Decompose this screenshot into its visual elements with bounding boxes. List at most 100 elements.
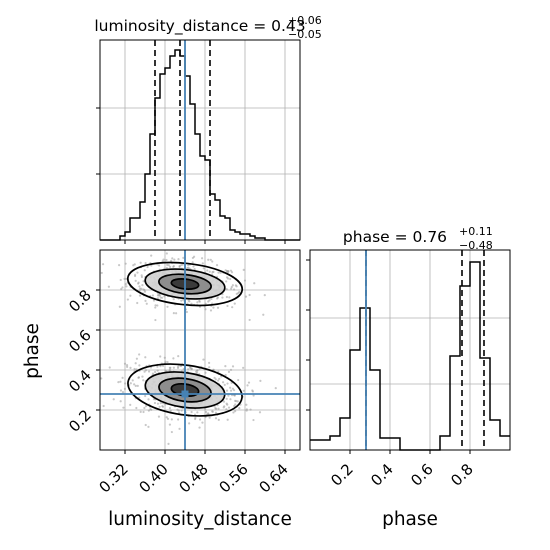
scatter-point — [204, 302, 207, 305]
scatter-point — [204, 308, 207, 311]
scatter-point — [161, 260, 164, 263]
scatter-point — [226, 270, 230, 274]
scatter-point — [143, 290, 147, 293]
scatter-point — [125, 285, 128, 288]
scatter-point — [213, 376, 216, 379]
scatter-point — [162, 364, 165, 367]
scatter-point — [134, 273, 137, 276]
scatter-point — [209, 309, 213, 312]
scatter-point — [223, 383, 226, 386]
scatter-point — [262, 313, 265, 316]
scatter-point — [119, 278, 122, 282]
scatter-point — [162, 258, 165, 261]
scatter-point — [245, 403, 248, 406]
scatter-point — [159, 402, 162, 405]
ld-x-tick-label-2: 0.48 — [175, 460, 211, 496]
scatter-point — [190, 410, 193, 414]
phase-hist-line — [310, 261, 510, 451]
scatter-point — [156, 365, 159, 368]
scatter-point — [146, 265, 149, 269]
phase-y-tick-label-2: 0.6 — [65, 326, 95, 356]
scatter-point — [251, 390, 255, 393]
scatter-point — [135, 357, 138, 360]
scatter-point — [227, 406, 231, 409]
scatter-point — [225, 280, 228, 283]
scatter-point — [178, 265, 181, 268]
scatter-point — [237, 378, 240, 382]
scatter-point — [123, 277, 126, 280]
ld-title-sub: −0.05 — [288, 28, 322, 41]
phase-y-tick-label-1: 0.4 — [65, 366, 95, 396]
scatter-point — [138, 396, 141, 399]
scatter-point — [194, 370, 198, 373]
scatter-point — [178, 427, 181, 430]
scatter-point — [125, 277, 128, 280]
scatter-point — [253, 282, 256, 285]
scatter-point — [234, 410, 237, 413]
scatter-point — [144, 404, 148, 408]
scatter-point — [215, 264, 219, 267]
scatter-point — [138, 294, 142, 297]
scatter-point — [188, 422, 191, 425]
scatter-point — [144, 394, 147, 398]
scatter-point — [124, 283, 127, 286]
scatter-point — [129, 366, 132, 369]
scatter-point — [154, 304, 157, 307]
scatter-point — [222, 400, 226, 403]
scatter-point — [214, 417, 218, 420]
ld-title-sup: +0.06 — [288, 14, 322, 27]
scatter-point — [201, 421, 204, 424]
scatter-point — [235, 399, 238, 403]
phase-x-tick-label-1: 0.4 — [367, 460, 397, 490]
scatter-point — [156, 297, 160, 300]
scatter-point — [144, 423, 147, 427]
joint-truth-marker — [181, 390, 189, 398]
scatter-point — [138, 285, 141, 288]
scatter-point — [218, 377, 221, 380]
scatter-point — [252, 418, 255, 422]
scatter-point — [225, 276, 229, 279]
scatter-point — [180, 299, 183, 302]
scatter-point — [225, 402, 228, 405]
scatter-point — [124, 382, 127, 385]
scatter-point — [229, 389, 233, 392]
scatter-point — [142, 379, 145, 382]
phase-x-tick-label-0: 0.2 — [327, 460, 357, 490]
scatter-point — [229, 368, 233, 371]
scatter-point — [143, 370, 146, 373]
scatter-point — [168, 423, 172, 426]
phase-y-tick-label-3: 0.8 — [65, 286, 95, 316]
scatter-point — [207, 258, 210, 261]
scatter-point — [214, 378, 217, 381]
scatter-point — [196, 411, 199, 414]
scatter-point — [142, 288, 145, 291]
scatter-point — [225, 397, 228, 400]
scatter-point — [84, 260, 86, 262]
scatter-point — [147, 425, 150, 428]
scatter-point — [242, 389, 245, 392]
scatter-point — [144, 356, 147, 359]
scatter-point — [173, 258, 176, 261]
scatter-point — [108, 366, 111, 369]
scatter-point — [149, 408, 152, 411]
scatter-point — [156, 304, 159, 307]
scatter-point — [211, 260, 214, 263]
scatter-point — [107, 285, 110, 288]
scatter-point — [225, 288, 228, 291]
scatter-point — [172, 265, 175, 268]
scatter-point — [229, 386, 232, 389]
scatter-point — [121, 286, 124, 289]
scatter-point — [168, 407, 172, 410]
scatter-point — [217, 271, 220, 274]
scatter-point — [204, 371, 207, 374]
scatter-point — [133, 367, 136, 371]
scatter-point — [170, 418, 173, 421]
scatter-point — [216, 306, 220, 309]
scatter-point — [154, 318, 157, 322]
scatter-point — [180, 409, 183, 412]
scatter-point — [133, 263, 136, 266]
scatter-point — [129, 294, 132, 297]
scatter-point — [144, 261, 147, 265]
scatter-point — [225, 295, 229, 299]
